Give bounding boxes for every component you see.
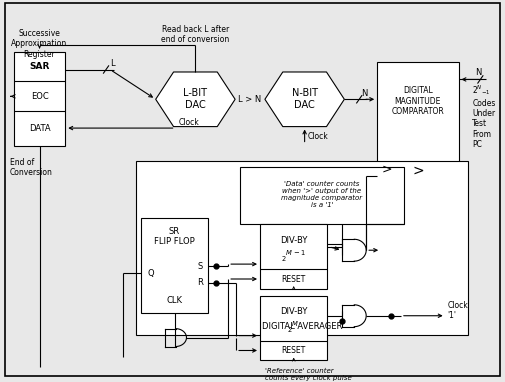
Polygon shape bbox=[156, 72, 235, 126]
Text: EOC: EOC bbox=[31, 92, 48, 101]
Text: SAR: SAR bbox=[29, 62, 49, 71]
Text: DIGITAL AVERAGER: DIGITAL AVERAGER bbox=[262, 322, 342, 331]
Text: Successive
Approximation
Register: Successive Approximation Register bbox=[12, 29, 68, 58]
Text: Clock: Clock bbox=[308, 132, 328, 141]
Text: >: > bbox=[412, 164, 424, 178]
Text: $_2$$^{M - 1}$: $_2$$^{M - 1}$ bbox=[281, 248, 306, 264]
Text: N: N bbox=[475, 68, 482, 77]
Text: Q: Q bbox=[147, 269, 154, 278]
Bar bbox=[136, 161, 469, 335]
Text: R: R bbox=[197, 278, 204, 288]
Text: RESET: RESET bbox=[282, 275, 306, 283]
Text: DIV-BY: DIV-BY bbox=[280, 307, 308, 316]
Bar bbox=[260, 224, 327, 289]
Polygon shape bbox=[265, 72, 344, 126]
Text: L: L bbox=[110, 59, 114, 68]
Text: Clock: Clock bbox=[179, 118, 199, 126]
Text: End of
Conversion: End of Conversion bbox=[10, 158, 53, 178]
Text: DIV-BY: DIV-BY bbox=[280, 236, 308, 245]
Bar bbox=[240, 167, 404, 224]
Text: L-BIT
DAC: L-BIT DAC bbox=[183, 89, 208, 110]
Text: $_2$$^{M}$: $_2$$^{M}$ bbox=[287, 320, 300, 335]
Text: N: N bbox=[361, 89, 368, 98]
Text: >: > bbox=[382, 162, 392, 175]
Text: CLK: CLK bbox=[167, 296, 183, 305]
Text: 'Data' counter counts
when '>' output of the
magnitude comparator
is a '1': 'Data' counter counts when '>' output of… bbox=[281, 181, 363, 208]
Text: L > N: L > N bbox=[238, 95, 262, 104]
Text: N-BIT
DAC: N-BIT DAC bbox=[291, 89, 318, 110]
Text: SR
FLIP FLOP: SR FLIP FLOP bbox=[154, 227, 195, 246]
Bar bbox=[377, 62, 459, 191]
Text: 'Reference' counter
counts every clock pulse: 'Reference' counter counts every clock p… bbox=[265, 368, 351, 381]
Text: DATA: DATA bbox=[29, 124, 50, 133]
Text: RESET: RESET bbox=[282, 346, 306, 355]
Bar bbox=[260, 296, 327, 361]
Text: Clock
'1': Clock '1' bbox=[447, 301, 468, 320]
Text: S: S bbox=[198, 262, 203, 270]
Bar bbox=[14, 52, 65, 146]
Bar bbox=[141, 219, 209, 313]
Text: Read back L after
end of conversion: Read back L after end of conversion bbox=[161, 25, 230, 44]
Text: $2^{N}$$_{-1}$
Codes
Under
Test
From
PC: $2^{N}$$_{-1}$ Codes Under Test From PC bbox=[472, 83, 496, 149]
Text: DIGITAL
MAGNITUDE
COMPARATOR: DIGITAL MAGNITUDE COMPARATOR bbox=[391, 86, 444, 116]
